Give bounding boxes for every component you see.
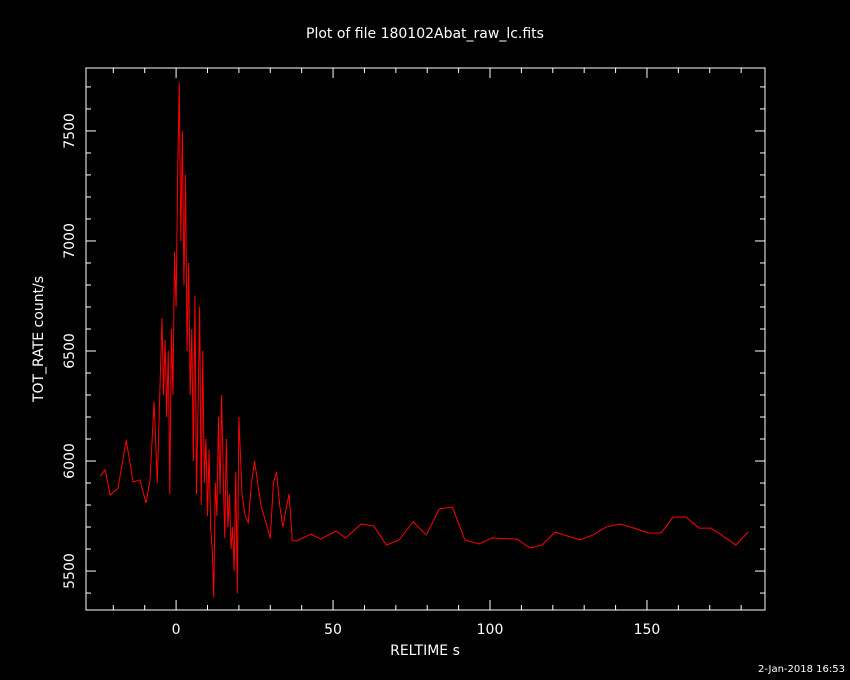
x-tick-label: 100: [477, 622, 504, 638]
chart-title: Plot of file 180102Abat_raw_lc.fits: [306, 26, 544, 42]
y-tick-label: 5500: [62, 553, 78, 589]
x-axis-label: RELTIME s: [390, 643, 460, 659]
x-tick-label: 50: [324, 622, 342, 638]
x-tick-label: 150: [634, 622, 661, 638]
y-tick-label: 6500: [62, 333, 78, 369]
y-tick-label: 6000: [62, 443, 78, 479]
footer: 2-Jan-2018 16:53: [758, 664, 845, 675]
x-tick-label: 0: [172, 622, 181, 638]
y-tick-label: 7500: [62, 113, 78, 149]
y-tick-label: 7000: [62, 223, 78, 259]
data-line: [99, 82, 749, 598]
y-axis-label: TOT_RATE count/s: [31, 276, 47, 403]
plot-frame: [85, 67, 766, 611]
